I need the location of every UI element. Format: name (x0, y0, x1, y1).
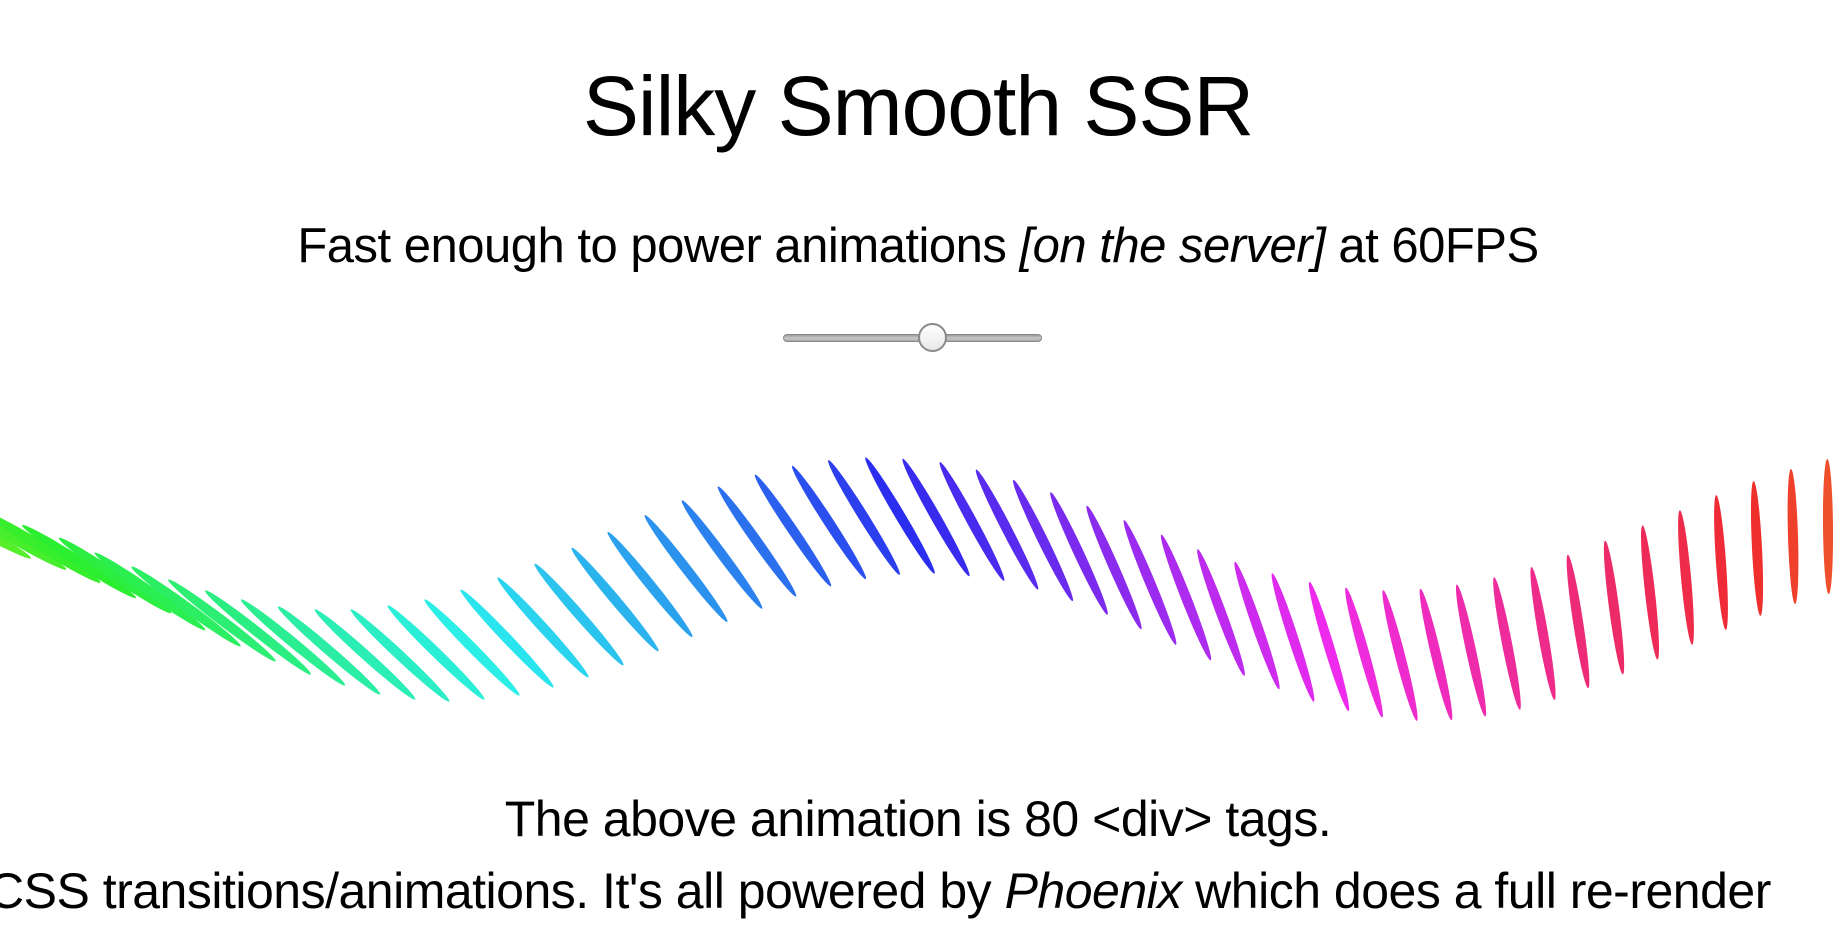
wave-div (603, 528, 697, 640)
wave-div (1452, 583, 1491, 718)
wave-div (19, 520, 139, 602)
wave-div (1637, 525, 1663, 661)
page-title: Silky Smooth SSR (582, 59, 1254, 153)
description-text-end: which does a full re-render (1181, 863, 1771, 919)
wave-div (677, 497, 766, 612)
description-text: CSS transitions/animations. It's all pow… (0, 863, 1005, 919)
wave-div (1341, 586, 1388, 719)
description-line-2: CSS transitions/animations. It's all pow… (0, 862, 1771, 920)
wave-div (787, 463, 870, 582)
phoenix-link[interactable]: Phoenix (1004, 863, 1183, 919)
wave-div (640, 512, 732, 626)
page-subtitle: Fast enough to power animations [on the … (0, 218, 1836, 274)
wave-div (824, 457, 905, 578)
subtitle-text: Fast enough to power animations (297, 219, 1020, 273)
wave-div (1489, 576, 1525, 712)
slider-thumb[interactable] (918, 323, 948, 352)
wave-div (1378, 588, 1422, 722)
wave-div (714, 483, 801, 600)
wave-div (861, 454, 939, 577)
wave-div (1674, 509, 1697, 646)
wave-div (750, 472, 836, 590)
subtitle-emphasis: [on the server] (1019, 219, 1326, 273)
wave-div (1526, 566, 1560, 702)
wave-div (55, 534, 174, 618)
wave-div (1563, 554, 1594, 690)
wave-div (1748, 480, 1766, 617)
wave-div (1822, 459, 1835, 595)
wave-div (530, 559, 628, 669)
wave-div (567, 544, 662, 655)
wave-div (493, 574, 593, 681)
description-line-1: The above animation is 80 <div> tags. (504, 791, 1332, 847)
wave-div (457, 586, 558, 691)
subtitle-text-end: at 60FPS (1325, 219, 1539, 273)
wave-div (1785, 468, 1800, 605)
wave-div (1711, 494, 1732, 631)
wave-div (1415, 587, 1457, 722)
wave-div (1119, 518, 1181, 647)
slider-track[interactable] (783, 334, 1042, 342)
speed-slider[interactable] (783, 323, 1042, 352)
wave-div (1082, 503, 1147, 632)
wave-div (1156, 533, 1216, 663)
wave-div (898, 455, 974, 579)
wave-div (1193, 547, 1250, 678)
wave-div (1600, 540, 1628, 676)
